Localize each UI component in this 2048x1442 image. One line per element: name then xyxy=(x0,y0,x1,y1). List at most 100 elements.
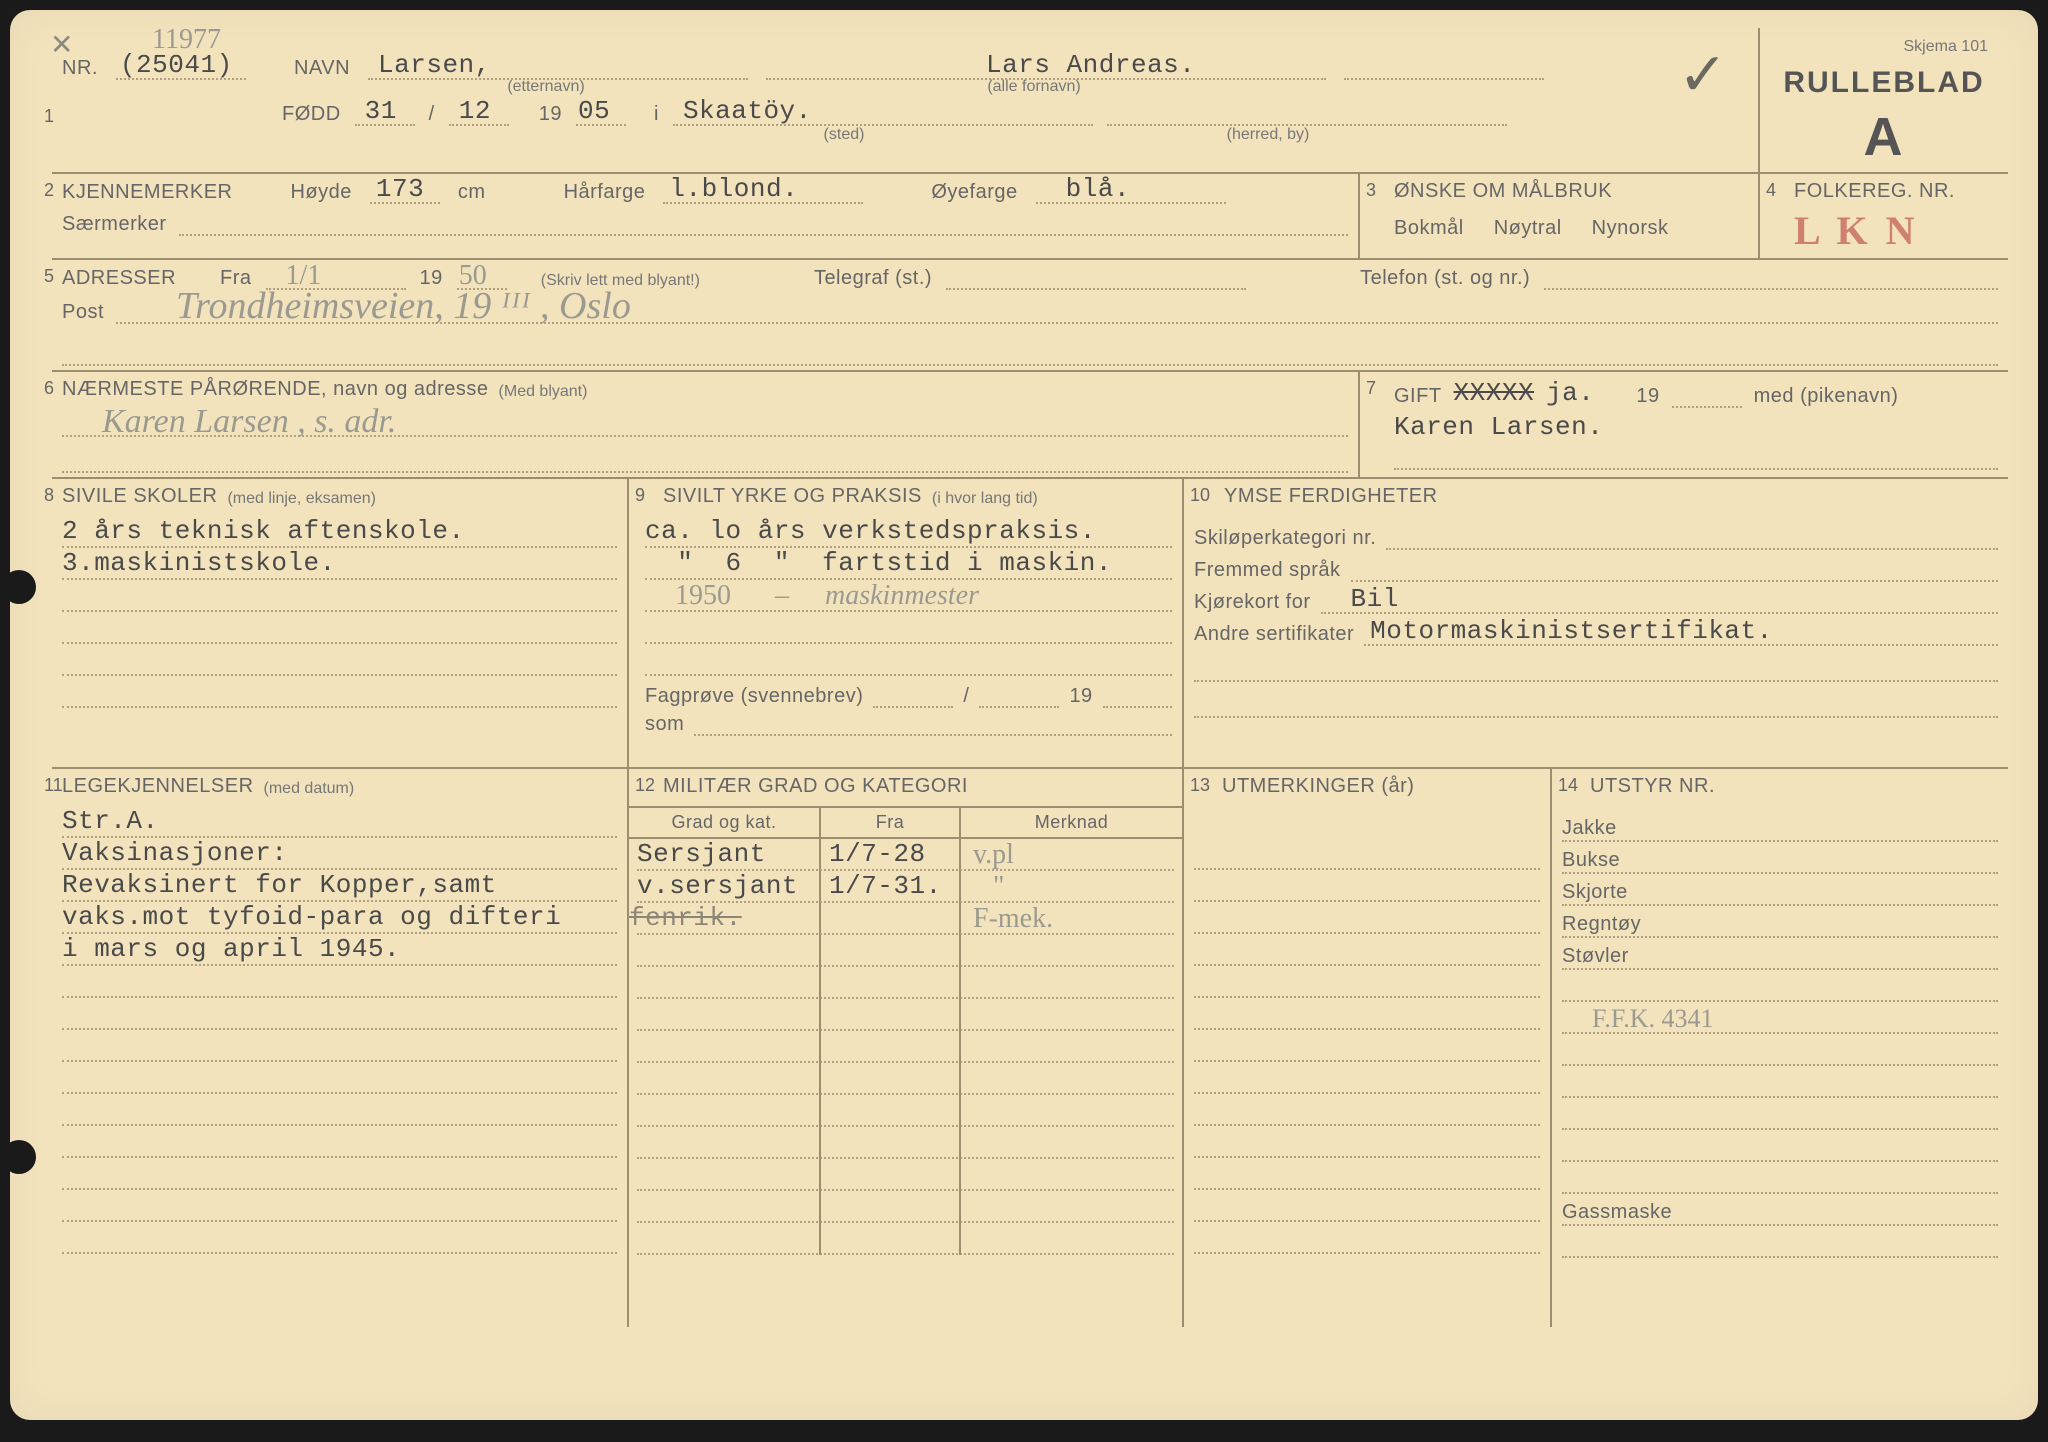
parorende-value: Karen Larsen , s. adr. xyxy=(102,403,396,441)
col-fra: Fra xyxy=(819,808,959,837)
section-5-adresser: 5 ADRESSER Fra 1/1 19 50 (Skriv lett med… xyxy=(52,258,2008,370)
militar-title: MILITÆR GRAD OG KATEGORI xyxy=(663,775,1182,798)
post-label: Post xyxy=(62,301,104,324)
fenrik-strike: fenrik. xyxy=(629,903,742,933)
birth-day: 31 xyxy=(365,96,397,126)
grad-r1c3: v.pl xyxy=(973,839,1014,871)
lege-l2: Vaksinasjoner: xyxy=(62,838,287,868)
grad-r1c2: 1/7-28 xyxy=(829,839,926,869)
fagprove-label: Fagprøve (svennebrev) xyxy=(645,685,863,708)
skiloper-label: Skiløperkategori nr. xyxy=(1194,527,1376,550)
section-number-3: 3 xyxy=(1366,180,1376,201)
utmerkinger-title: UTMERKINGER (år) xyxy=(1222,775,1540,798)
section-number-7: 7 xyxy=(1366,378,1376,399)
rulleblad-letter: A xyxy=(1770,106,1998,168)
skoler-title: SIVILE SKOLER xyxy=(62,485,217,508)
utstyr-gassmaske: Gassmaske xyxy=(1562,1201,1672,1224)
malbruk-bokmal: Bokmål xyxy=(1394,217,1464,240)
som-label: som xyxy=(645,713,684,736)
gift-year-prefix: 19 xyxy=(1636,385,1659,408)
section-8-skoler: 8 SIVILE SKOLER (med linje, eksamen) 2 å… xyxy=(52,479,627,767)
section-12-militar: 12 MILITÆR GRAD OG KATEGORI Grad og kat.… xyxy=(627,769,1182,1327)
surname-value: Larsen, xyxy=(378,50,491,80)
col-grad: Grad og kat. xyxy=(629,808,819,837)
i-label: i xyxy=(654,103,659,126)
rulleblad-card: ✕ ✓ 11977 NR. (25041) NAVN Larsen, Lars … xyxy=(10,10,2038,1420)
spouse-name: Karen Larsen. xyxy=(1394,412,1998,442)
section-10-ferdigheter: 10 YMSE FERDIGHETER Skiløperkategori nr.… xyxy=(1182,479,2008,767)
post-address: Trondheimsveien, 19 ᴵᴵᴵ , Oslo xyxy=(176,284,631,328)
lege-l1: Str.A. xyxy=(62,806,159,836)
gift-ja: ja. xyxy=(1546,378,1594,408)
malbruk-nynorsk: Nynorsk xyxy=(1592,217,1669,240)
section-9-yrke: 9 SIVILT YRKE OG PRAKSIS (i hvor lang ti… xyxy=(627,479,1182,767)
parorende-title: NÆRMESTE PÅRØRENDE, navn og adresse xyxy=(62,378,489,401)
section-6-parorende: 6 NÆRMESTE PÅRØRENDE, navn og adresse (M… xyxy=(52,372,1358,477)
navn-label: NAVN xyxy=(294,57,350,80)
section-number-1: 1 xyxy=(44,106,54,127)
hoyde-label: Høyde xyxy=(290,181,351,204)
section-number-9: 9 xyxy=(635,485,645,506)
punch-hole xyxy=(2,1140,36,1174)
section-11-lege: 11 LEGEKJENNELSER (med datum) Str.A. Vak… xyxy=(52,769,627,1327)
oyefarge-label: Øyefarge xyxy=(931,181,1017,204)
nr-value: (25041) xyxy=(120,50,233,80)
kjennemerker-label: KJENNEMERKER xyxy=(62,181,232,204)
yrke-role: maskinmester xyxy=(825,580,979,612)
utstyr-skjorte: Skjorte xyxy=(1562,881,1628,904)
yrke-title: SIVILT YRKE OG PRAKSIS xyxy=(663,485,922,508)
school-line-1: 2 års teknisk aftenskole. xyxy=(62,516,465,546)
utstyr-bukse: Bukse xyxy=(1562,849,1620,872)
yrke-line-2: " 6 " fartstid i maskin. xyxy=(645,548,1112,578)
birth-place: Skaatöy. xyxy=(683,96,812,126)
sprak-label: Fremmed språk xyxy=(1194,559,1341,582)
section-number-14: 14 xyxy=(1558,775,1578,796)
year-prefix: 19 xyxy=(539,103,562,126)
utstyr-title: UTSTYR NR. xyxy=(1590,775,1998,798)
sted-sublabel: (sted) xyxy=(634,126,1054,144)
lege-l4: vaks.mot tyfoid-para og difteri xyxy=(62,902,561,932)
cm-label: cm xyxy=(458,181,486,204)
nr-label: NR. xyxy=(62,57,98,80)
forename-sublabel: (alle fornavn) xyxy=(754,78,1314,96)
section-14-utstyr: 14 UTSTYR NR. Jakke Bukse Skjorte Regntø… xyxy=(1550,769,2008,1327)
haircolor-value: l.blond. xyxy=(669,174,798,204)
section-number-12: 12 xyxy=(635,775,655,796)
grad-r2c3: " xyxy=(993,871,1004,903)
rulleblad-box: Skjema 101 RULLEBLAD A xyxy=(1758,28,2008,172)
section-number-13: 13 xyxy=(1190,775,1210,796)
section-2-physical: 2 KJENNEMERKER Høyde 173 cm Hårfarge l.b… xyxy=(52,174,1358,258)
lege-title: LEGEKJENNELSER xyxy=(62,775,254,798)
adresser-label: ADRESSER xyxy=(62,267,176,290)
utstyr-stovler: Støvler xyxy=(1562,945,1629,968)
sertifikater-label: Andre sertifikater xyxy=(1194,623,1354,646)
fagprove-slash: / xyxy=(963,685,969,708)
lege-l5: i mars og april 1945. xyxy=(62,934,400,964)
lege-l3: Revaksinert for Kopper,samt xyxy=(62,870,497,900)
fagprove-year-prefix: 19 xyxy=(1069,685,1092,708)
col-merknad: Merknad xyxy=(959,808,1182,837)
section-7-gift: 7 GIFT XXXXX ja. 19 med (pikenavn) Karen… xyxy=(1358,372,2008,477)
section-1-identity: 11977 NR. (25041) NAVN Larsen, Lars Andr… xyxy=(52,28,1758,172)
rulleblad-title: RULLEBLAD xyxy=(1770,66,1998,100)
folkereg-title: FOLKEREG. NR. xyxy=(1794,180,1998,203)
section-number-4: 4 xyxy=(1766,180,1776,201)
skoler-sub: (med linje, eksamen) xyxy=(227,490,376,508)
forename-value: Lars Andreas. xyxy=(986,50,1195,80)
ferdigheter-title: YMSE FERDIGHETER xyxy=(1224,485,1998,508)
kjorekort-label: Kjørekort for xyxy=(1194,591,1311,614)
grad-r1c1: Sersjant xyxy=(637,839,766,869)
gift-strike: XXXXX xyxy=(1454,378,1535,408)
eyecolor-value: blå. xyxy=(1066,174,1130,204)
malbruk-noytral: Nøytral xyxy=(1494,217,1562,240)
folkereg-value: L K N xyxy=(1794,207,1998,254)
birth-month: 12 xyxy=(459,96,491,126)
surname-sublabel: (etternavn) xyxy=(356,78,736,96)
utstyr-ffk: F.F.K. 4341 xyxy=(1592,1004,1714,1034)
yrke-dash: – xyxy=(775,580,789,612)
telegraf-label: Telegraf (st.) xyxy=(814,267,932,290)
section-number-5: 5 xyxy=(44,266,54,287)
grad-r2c2: 1/7-31. xyxy=(829,871,942,901)
fodd-label: FØDD xyxy=(282,103,341,126)
utstyr-regntoy: Regntøy xyxy=(1562,913,1641,936)
